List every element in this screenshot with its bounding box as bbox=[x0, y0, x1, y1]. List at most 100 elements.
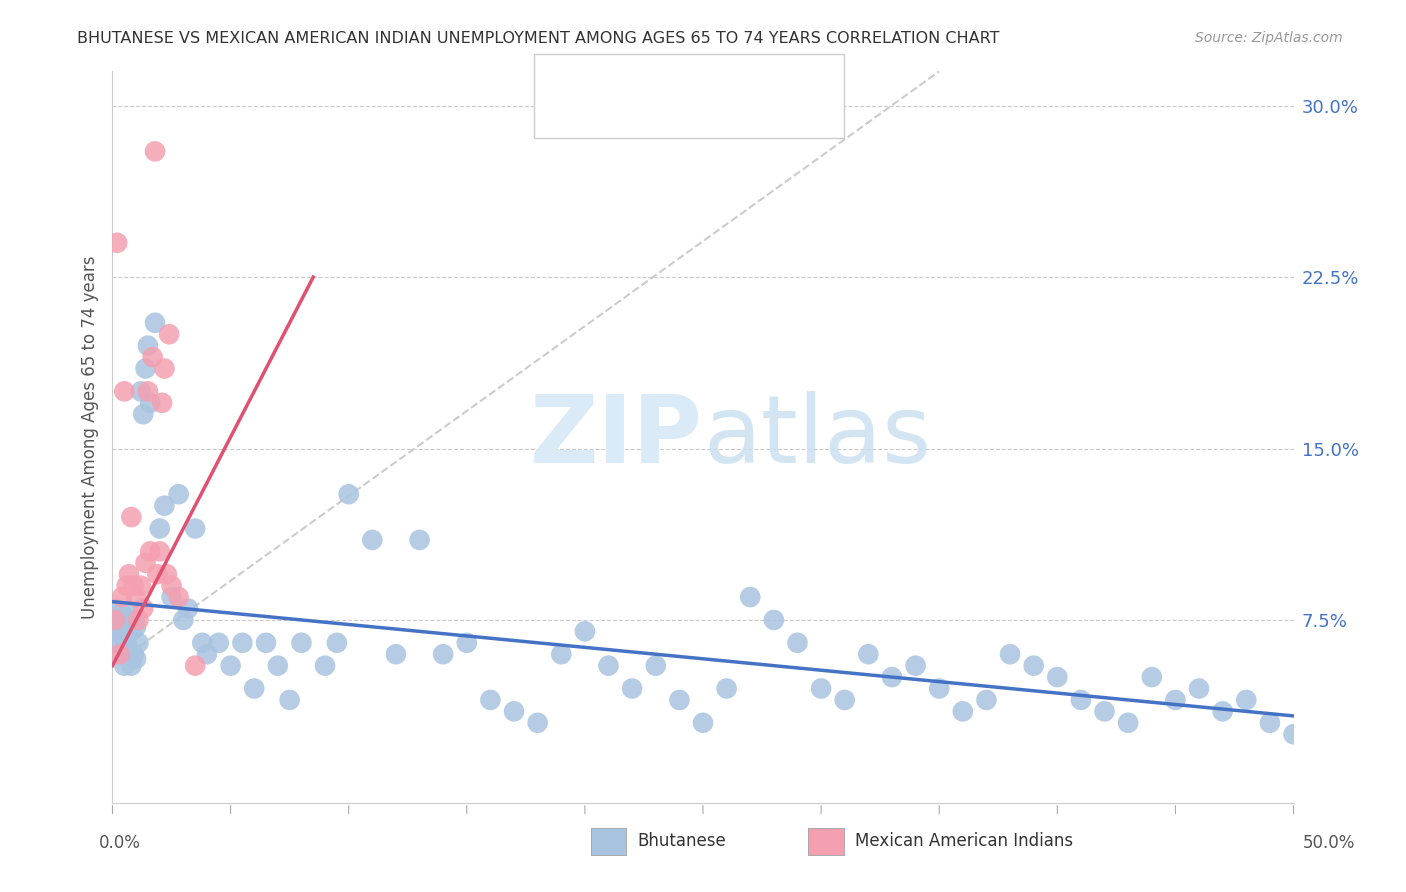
Point bbox=[153, 499, 176, 513]
Point bbox=[111, 590, 134, 604]
Point bbox=[598, 658, 620, 673]
Point bbox=[112, 624, 135, 639]
Point bbox=[160, 590, 183, 604]
Point bbox=[1070, 693, 1092, 707]
Text: 50.0%: 50.0% bbox=[1302, 834, 1355, 852]
Point bbox=[716, 681, 738, 696]
Point bbox=[122, 613, 145, 627]
Point bbox=[115, 613, 138, 627]
Text: Bhutanese: Bhutanese bbox=[637, 832, 725, 850]
Point bbox=[1164, 693, 1187, 707]
Point bbox=[125, 652, 148, 666]
Point bbox=[231, 636, 253, 650]
Point bbox=[208, 636, 231, 650]
Point bbox=[574, 624, 596, 639]
Text: 0.479: 0.479 bbox=[636, 105, 700, 123]
Point bbox=[125, 590, 148, 604]
Point bbox=[143, 316, 166, 330]
Point bbox=[314, 658, 336, 673]
Point bbox=[243, 681, 266, 696]
Point bbox=[191, 636, 214, 650]
Point bbox=[290, 636, 312, 650]
Point bbox=[132, 407, 155, 421]
Point bbox=[118, 606, 141, 620]
Point bbox=[122, 579, 145, 593]
Point bbox=[135, 556, 157, 570]
Point bbox=[550, 647, 572, 661]
Point bbox=[127, 636, 149, 650]
Point bbox=[1046, 670, 1069, 684]
Text: BHUTANESE VS MEXICAN AMERICAN INDIAN UNEMPLOYMENT AMONG AGES 65 TO 74 YEARS CORR: BHUTANESE VS MEXICAN AMERICAN INDIAN UNE… bbox=[77, 31, 1000, 46]
Point bbox=[526, 715, 548, 730]
Point bbox=[810, 681, 832, 696]
Point bbox=[136, 339, 159, 353]
Point bbox=[503, 705, 526, 719]
Text: atlas: atlas bbox=[703, 391, 931, 483]
Point bbox=[1022, 658, 1045, 673]
Point bbox=[928, 681, 950, 696]
Point bbox=[858, 647, 880, 661]
Text: R =: R = bbox=[593, 105, 637, 123]
Point bbox=[120, 624, 142, 639]
Point bbox=[118, 647, 141, 661]
Point bbox=[167, 487, 190, 501]
Point bbox=[952, 705, 974, 719]
Point bbox=[1258, 715, 1281, 730]
Text: 27: 27 bbox=[759, 105, 780, 123]
Point bbox=[1140, 670, 1163, 684]
Point bbox=[139, 544, 162, 558]
Point bbox=[668, 693, 690, 707]
Text: 86: 86 bbox=[759, 78, 780, 96]
Text: Source: ZipAtlas.com: Source: ZipAtlas.com bbox=[1195, 31, 1343, 45]
Point bbox=[1212, 705, 1234, 719]
Point bbox=[195, 647, 218, 661]
Point bbox=[129, 384, 152, 399]
Point bbox=[1094, 705, 1116, 719]
Point bbox=[408, 533, 430, 547]
Point bbox=[108, 647, 131, 661]
Point bbox=[160, 579, 183, 593]
Point bbox=[432, 647, 454, 661]
Point bbox=[105, 636, 128, 650]
Text: 0.0%: 0.0% bbox=[98, 834, 141, 852]
Point bbox=[172, 613, 194, 627]
Point bbox=[278, 693, 301, 707]
Point bbox=[177, 601, 200, 615]
Point bbox=[1116, 715, 1139, 730]
Point bbox=[1234, 693, 1257, 707]
Point bbox=[786, 636, 808, 650]
Point bbox=[153, 361, 176, 376]
Point bbox=[834, 693, 856, 707]
Point bbox=[326, 636, 349, 650]
Point bbox=[361, 533, 384, 547]
Point bbox=[142, 350, 165, 364]
Point bbox=[120, 658, 142, 673]
Point bbox=[149, 544, 172, 558]
Point bbox=[1188, 681, 1211, 696]
Point bbox=[112, 384, 135, 399]
Point bbox=[184, 521, 207, 535]
Point bbox=[219, 658, 242, 673]
Point bbox=[129, 579, 152, 593]
Point bbox=[385, 647, 408, 661]
Point bbox=[143, 145, 166, 159]
Text: N =: N = bbox=[713, 105, 778, 123]
Point bbox=[108, 620, 131, 634]
Text: N =: N = bbox=[713, 78, 778, 96]
Point bbox=[104, 601, 127, 615]
Point bbox=[692, 715, 714, 730]
Point bbox=[156, 567, 179, 582]
Point bbox=[149, 521, 172, 535]
Point bbox=[120, 510, 142, 524]
Point bbox=[644, 658, 666, 673]
Point bbox=[184, 658, 207, 673]
Text: R =: R = bbox=[593, 78, 637, 96]
Text: ZIP: ZIP bbox=[530, 391, 703, 483]
Point bbox=[157, 327, 180, 342]
Point bbox=[115, 579, 138, 593]
Text: -0.295: -0.295 bbox=[636, 78, 700, 96]
Point bbox=[150, 396, 173, 410]
Point bbox=[479, 693, 502, 707]
Point bbox=[122, 647, 145, 661]
Point bbox=[998, 647, 1021, 661]
